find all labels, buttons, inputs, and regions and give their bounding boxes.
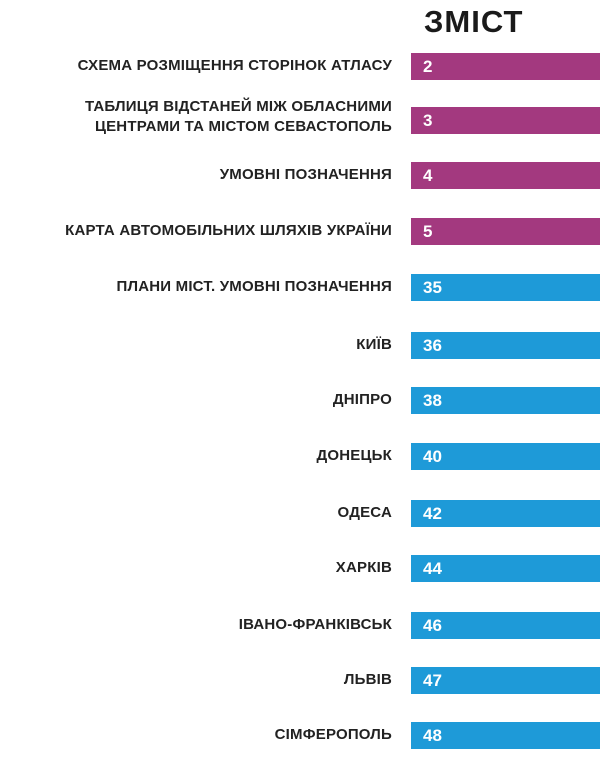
toc-entry-page[interactable]: 47 [411, 667, 600, 694]
toc-entry-label: ХАРКІВ [335, 559, 392, 576]
toc-entry-page[interactable]: 5 [411, 218, 600, 245]
toc-entry-label: СІМФЕРОПОЛЬ [274, 726, 392, 743]
toc-entry-label: ПЛАНИ МІСТ. УМОВНІ ПОЗНАЧЕННЯ [116, 278, 392, 295]
toc-entry-label: ОДЕСА [337, 504, 392, 521]
toc-entry-label: СХЕМА РОЗМІЩЕННЯ СТОРІНОК АТЛАСУ [77, 57, 392, 74]
toc-entry-page[interactable]: 38 [411, 387, 600, 414]
toc-entry-page[interactable]: 40 [411, 443, 600, 470]
page-title: ЗМІСТ [424, 4, 524, 39]
toc-entry-page[interactable]: 48 [411, 722, 600, 749]
toc-entry-label: ДОНЕЦЬК [316, 447, 392, 464]
toc-entry-label: ДНІПРО [332, 391, 392, 408]
toc-entry-page[interactable]: 3 [411, 107, 600, 134]
toc-entry-label: ЛЬВІВ [343, 671, 392, 688]
toc-entry-page[interactable]: 46 [411, 612, 600, 639]
toc-entry-page[interactable]: 35 [411, 274, 600, 301]
toc-entry-label: УМОВНІ ПОЗНАЧЕННЯ [219, 166, 392, 183]
toc-entry-page[interactable]: 2 [411, 53, 600, 80]
toc-entry-label: ТАБЛИЦЯ ВІДСТАНЕЙ МІЖ ОБЛАСНИМИ ЦЕНТРАМИ… [84, 98, 392, 135]
toc-entry-label: ІВАНО-ФРАНКІВСЬК [238, 616, 392, 633]
toc-entry-page[interactable]: 44 [411, 555, 600, 582]
toc-entry-page[interactable]: 42 [411, 500, 600, 527]
toc-entry-label: КИЇВ [356, 336, 392, 353]
toc-entry-page[interactable]: 4 [411, 162, 600, 189]
toc-entry-page[interactable]: 36 [411, 332, 600, 359]
toc-entry-label: КАРТА АВТОМОБІЛЬНИХ ШЛЯХІВ УКРАЇНИ [65, 222, 392, 239]
